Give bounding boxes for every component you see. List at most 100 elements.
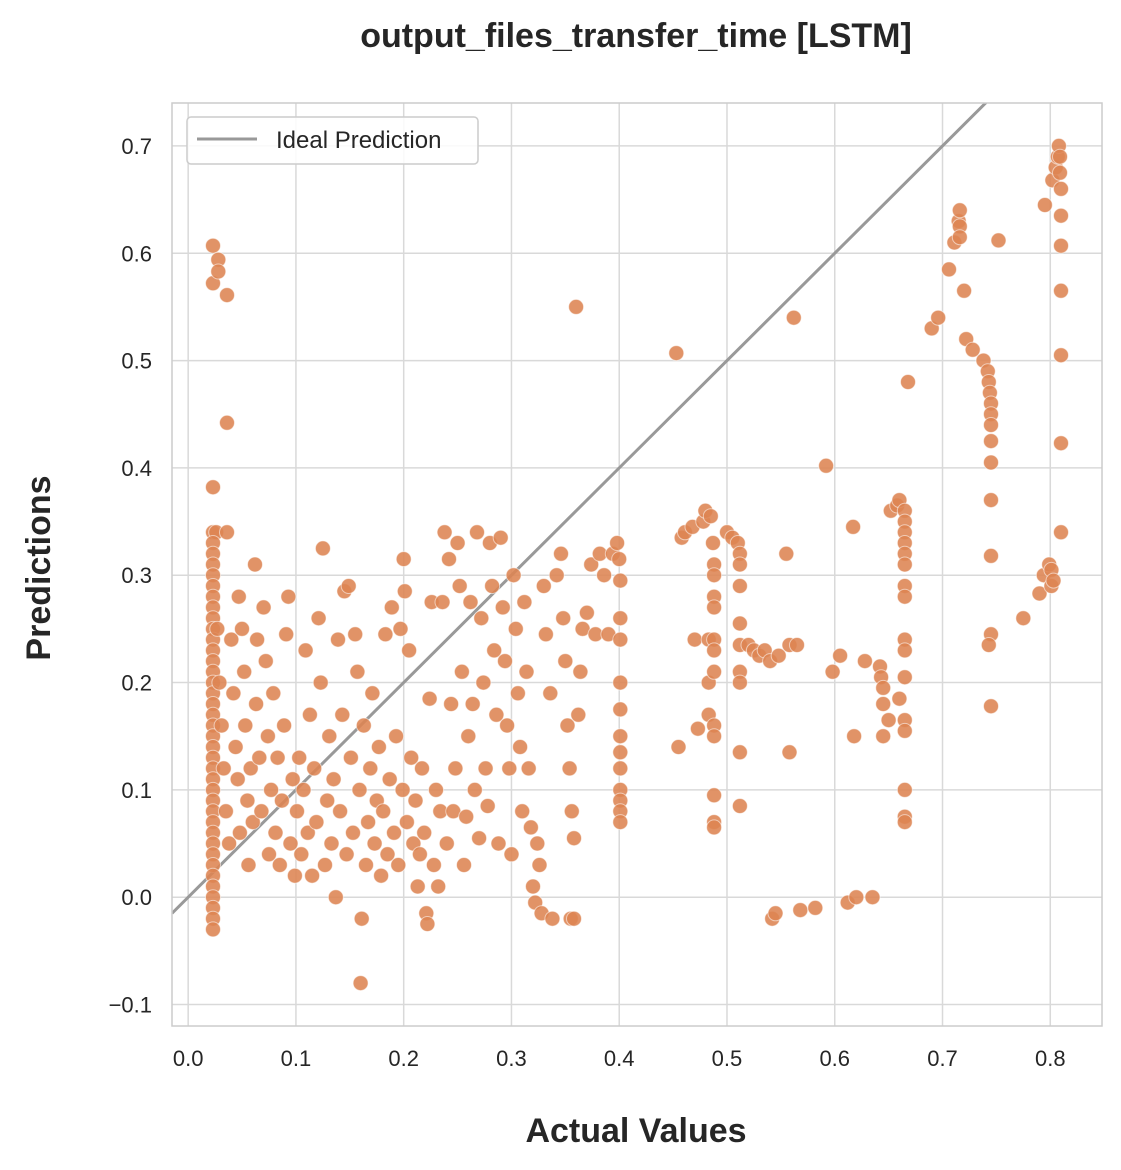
data-point	[702, 508, 719, 525]
data-point	[845, 518, 862, 535]
y-tick-label: 0.3	[121, 563, 152, 588]
data-point	[941, 261, 957, 278]
data-point	[377, 626, 394, 643]
data-point	[512, 739, 529, 755]
data-point	[314, 540, 331, 557]
data-point	[347, 626, 364, 643]
data-point	[209, 620, 226, 637]
data-point	[896, 588, 913, 605]
data-point	[301, 706, 318, 723]
data-point	[706, 642, 723, 659]
data-point	[352, 975, 369, 992]
data-point	[234, 620, 250, 637]
data-point	[612, 760, 629, 777]
data-point	[219, 287, 235, 304]
ideal-line-group	[172, 103, 988, 915]
data-point	[257, 653, 274, 670]
data-point	[227, 739, 244, 755]
data-point	[386, 824, 402, 841]
data-point	[355, 717, 372, 734]
data-point	[983, 433, 999, 450]
legend-label: Ideal Prediction	[276, 127, 441, 154]
y-tick-label: 0.7	[121, 134, 152, 159]
data-point	[807, 899, 824, 916]
data-point	[501, 760, 518, 777]
data-point	[263, 781, 280, 798]
data-point	[518, 663, 535, 680]
data-point	[231, 824, 248, 841]
data-point	[896, 814, 913, 831]
grid	[172, 103, 1102, 1026]
y-tick-label: 0.0	[121, 885, 152, 910]
data-point	[509, 685, 526, 702]
data-point	[370, 739, 387, 755]
data-point	[535, 578, 552, 594]
data-point	[516, 594, 533, 611]
data-point	[900, 374, 916, 390]
data-point	[310, 610, 327, 627]
data-point	[778, 545, 795, 562]
data-point	[205, 237, 221, 254]
data-point	[479, 798, 496, 814]
data-point	[379, 846, 396, 863]
plot-frame	[171, 102, 1103, 1027]
data-point	[229, 771, 246, 788]
data-point	[557, 653, 574, 670]
data-point	[269, 749, 286, 766]
data-point	[375, 803, 392, 820]
data-point	[609, 535, 626, 551]
data-point	[731, 674, 748, 691]
data-point	[848, 889, 865, 906]
data-point	[484, 578, 501, 594]
data-point	[205, 479, 221, 496]
data-point	[930, 309, 947, 326]
data-point	[221, 835, 238, 852]
data-point	[492, 529, 509, 546]
data-point	[219, 414, 235, 431]
data-point	[395, 551, 412, 568]
data-point	[282, 835, 299, 852]
data-point	[612, 572, 629, 589]
data-point	[1053, 237, 1069, 254]
data-point	[392, 620, 409, 637]
data-point	[561, 760, 578, 777]
data-point	[686, 631, 703, 648]
data-point	[951, 229, 968, 246]
data-point	[349, 663, 366, 680]
data-point	[1052, 164, 1068, 181]
data-point	[864, 889, 881, 906]
data-point	[471, 830, 488, 847]
data-point	[299, 824, 316, 841]
data-point	[466, 781, 483, 798]
y-axis-label: Predictions	[20, 475, 58, 660]
data-points	[205, 137, 1069, 992]
data-point	[259, 728, 276, 745]
data-point	[223, 631, 240, 648]
data-point	[583, 556, 600, 573]
data-point	[555, 610, 572, 627]
data-point	[520, 760, 537, 777]
data-point	[1053, 282, 1069, 299]
data-point	[1045, 572, 1062, 589]
legend: Ideal Prediction	[186, 116, 479, 165]
data-point	[1031, 585, 1048, 602]
data-point	[983, 547, 999, 564]
data-point	[438, 835, 455, 852]
data-point	[242, 760, 259, 777]
data-point	[494, 599, 511, 616]
data-point	[612, 610, 629, 627]
y-tick-label: 0.1	[121, 778, 152, 803]
data-point	[706, 787, 723, 804]
data-point	[411, 846, 428, 863]
data-point	[332, 803, 349, 820]
data-point	[265, 685, 282, 702]
data-point	[240, 857, 257, 873]
data-point	[731, 744, 748, 761]
data-point	[271, 857, 288, 873]
data-point	[566, 910, 582, 927]
data-point	[563, 803, 580, 820]
data-point	[507, 620, 524, 637]
data-point	[373, 867, 390, 884]
data-point	[396, 583, 413, 600]
data-point	[612, 728, 629, 745]
